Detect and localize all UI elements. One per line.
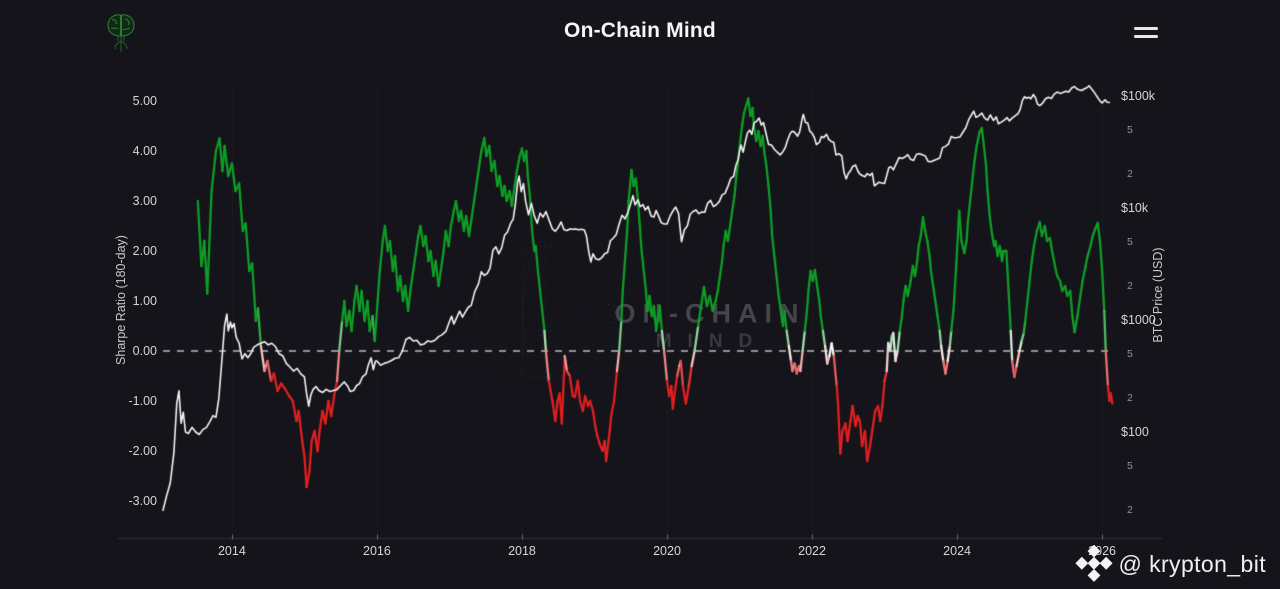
left-axis-tick-label: -1.00 [128, 394, 158, 408]
right-axis-tick-label: $100k [1121, 89, 1156, 103]
left-axis-tick-label: 4.00 [132, 144, 157, 158]
x-axis-tick-label: 2022 [798, 544, 826, 558]
right-axis-tick-label: 5 [1127, 347, 1133, 360]
x-axis-tick-label: 2020 [653, 544, 681, 558]
right-axis-tick-label: 2 [1127, 504, 1133, 517]
left-axis-tick-label: 1.00 [132, 294, 157, 308]
credit-watermark: @ krypton_bit [1074, 545, 1266, 583]
x-axis-tick-label: 2018 [508, 544, 536, 558]
right-axis-tick-label: 5 [1127, 235, 1133, 248]
right-axis-tick-label: 5 [1127, 123, 1133, 136]
x-axis-tick-label: 2024 [943, 544, 971, 558]
left-axis-tick-label: 0.00 [132, 344, 157, 358]
left-axis-tick-label: -2.00 [128, 444, 158, 458]
right-axis-tick-label: 2 [1127, 280, 1133, 293]
right-axis-tick-label: 5 [1127, 459, 1133, 472]
right-axis-tick-label: 2 [1127, 168, 1133, 181]
left-axis-tick-label: 5.00 [132, 94, 157, 108]
author-handle: @ krypton_bit [1118, 550, 1266, 577]
right-axis-title: BTC Price (USD) [1151, 247, 1165, 343]
x-axis-tick-label: 2014 [217, 544, 246, 558]
binance-logo-icon [1074, 545, 1113, 582]
right-axis-tick-label: $100 [1121, 425, 1149, 439]
left-axis-tick-label: 3.00 [132, 194, 157, 208]
x-axis-tick-label: 2016 [363, 544, 391, 558]
right-axis-tick-label: 2 [1127, 392, 1133, 405]
left-axis-tick-label: 2.00 [132, 244, 157, 258]
right-axis-tick-label: $10k [1121, 201, 1149, 215]
right-axis-tick-label: $1000 [1121, 313, 1156, 327]
left-axis-tick-label: -3.00 [128, 494, 158, 508]
